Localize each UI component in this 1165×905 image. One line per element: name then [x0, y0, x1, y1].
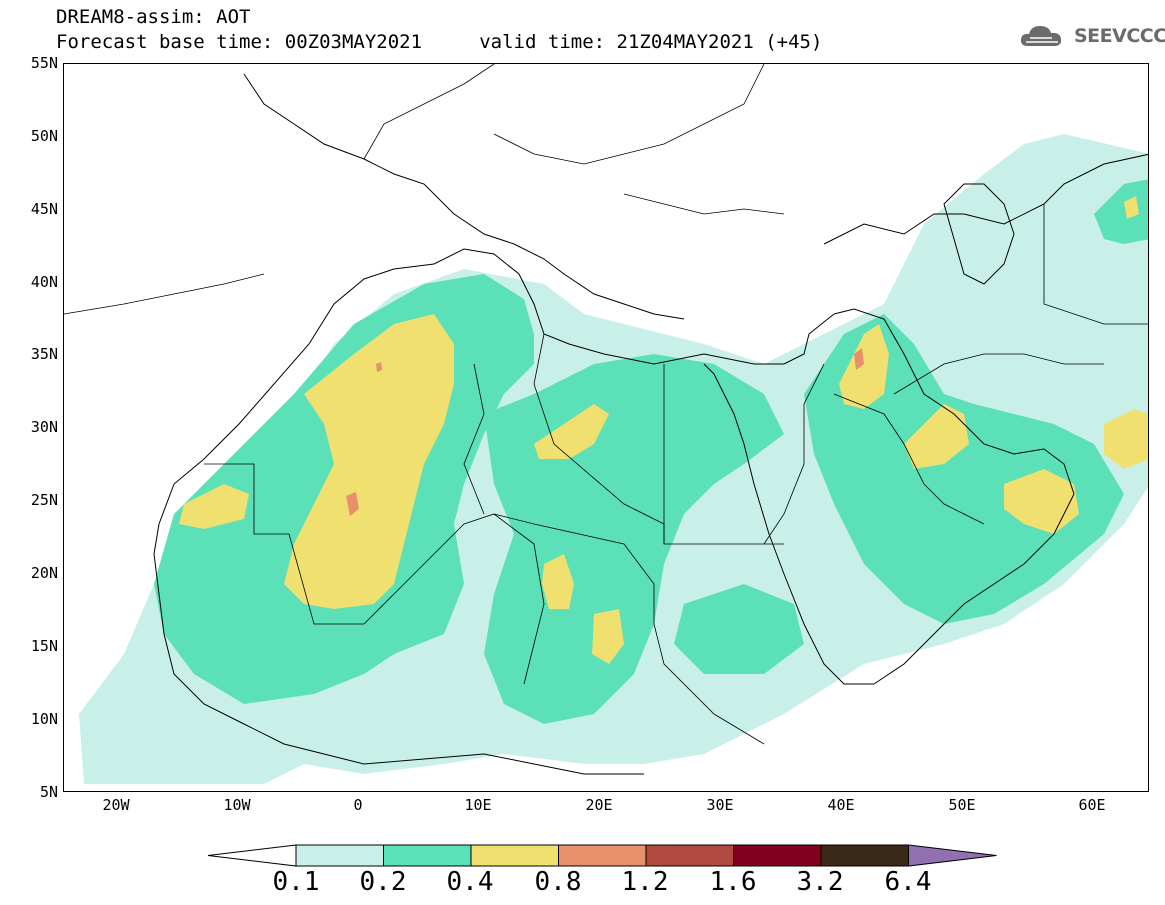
colorbar-swatch — [820, 844, 909, 867]
aot-field-high-algeria — [284, 314, 454, 609]
lon-label: 10E — [464, 796, 492, 814]
colorbar-label: 6.4 — [884, 867, 932, 897]
aot-field-mid-caspian — [1094, 179, 1148, 244]
lon-label: 40E — [827, 796, 855, 814]
aot-field-high-oman — [1004, 469, 1079, 534]
aot-field-high-iran — [1104, 409, 1148, 469]
aot-field-high-iraq — [839, 324, 889, 409]
forecast-time-info: Forecast base time: 00Z03MAY2021 valid t… — [56, 31, 823, 53]
colorbar-label: 3.2 — [796, 867, 844, 897]
aot-field-high-libya — [534, 404, 609, 459]
lat-label: 10N — [30, 710, 58, 728]
seevccc-logo: SEEVCCC — [1018, 22, 1165, 50]
colorbar-max-arrow — [908, 844, 997, 867]
colorbar-label: 0.1 — [272, 867, 320, 897]
colorbar-label: 0.8 — [534, 867, 582, 897]
lat-label: 15N — [30, 637, 58, 655]
aot-field-peak-algeria — [346, 492, 359, 516]
aot-field-high-sudan — [592, 609, 624, 664]
lon-label: 0 — [353, 796, 363, 814]
lat-label: 5N — [39, 783, 58, 801]
colorbar-min-arrow — [207, 844, 297, 867]
map-panel — [63, 63, 1149, 792]
logo-text: SEEVCCC — [1074, 25, 1165, 47]
aot-field-mid-sahel — [674, 584, 804, 674]
aot-field-peak-iraq — [854, 348, 864, 370]
colorbar-swatch — [645, 844, 734, 867]
aot-map — [64, 64, 1148, 784]
coastlines — [153, 73, 1148, 775]
lat-label: 45N — [30, 200, 58, 218]
colorbar-label: 1.6 — [709, 867, 757, 897]
colorbar-swatch — [295, 844, 384, 867]
lon-label: 50E — [948, 796, 976, 814]
colorbar-label: 0.4 — [446, 867, 494, 897]
cloud-icon — [1020, 26, 1062, 46]
lat-label: 30N — [30, 418, 58, 436]
aot-field-high-caspian — [1124, 196, 1139, 219]
colorbar-label: 0.2 — [359, 867, 407, 897]
lon-label: 60E — [1078, 796, 1106, 814]
lon-label: 30E — [706, 796, 734, 814]
lon-label: 10W — [223, 796, 251, 814]
lat-label: 20N — [30, 564, 58, 582]
aot-field-peak-small — [376, 362, 382, 372]
map-title: DREAM8-assim: AOT — [56, 6, 251, 28]
lon-label: 20E — [585, 796, 613, 814]
lon-label: 20W — [102, 796, 130, 814]
lat-label: 50N — [30, 127, 58, 145]
lat-label: 40N — [30, 273, 58, 291]
colorbar-swatch — [383, 844, 472, 867]
colorbar-swatch — [733, 844, 822, 867]
aot-field-high-mauritania — [179, 484, 249, 529]
country-borders — [64, 64, 1148, 745]
lat-label: 55N — [30, 54, 58, 72]
colorbar-label: 1.2 — [621, 867, 669, 897]
aot-shading — [79, 134, 1148, 784]
lat-label: 25N — [30, 491, 58, 509]
colorbar-swatch — [558, 844, 647, 867]
aot-field-high-gulf — [904, 404, 969, 469]
aot-field-high-chad — [542, 554, 574, 609]
lat-label: 35N — [30, 345, 58, 363]
colorbar-swatch — [470, 844, 559, 867]
